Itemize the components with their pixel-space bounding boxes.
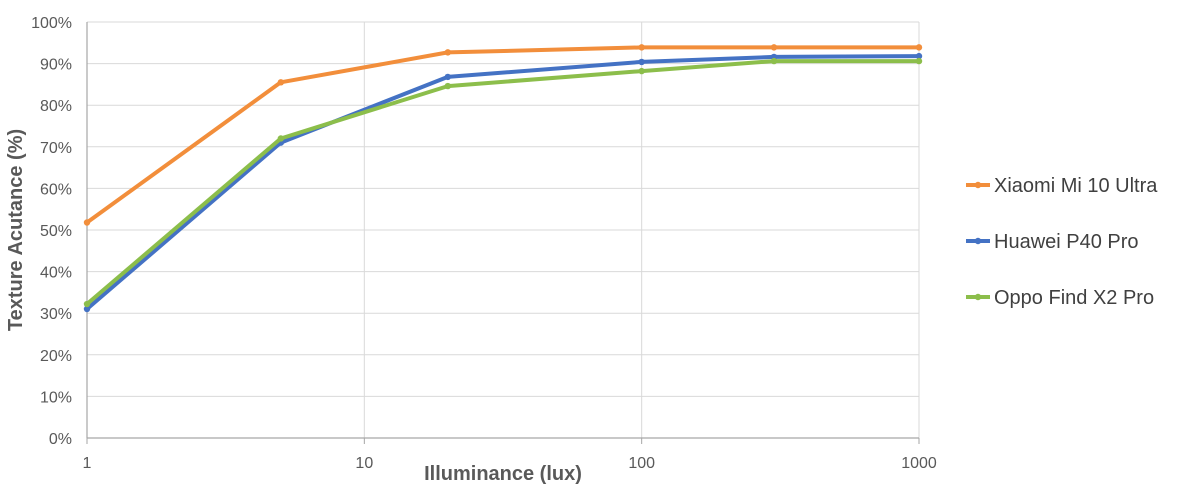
x-tick-label: 100 xyxy=(628,455,655,472)
data-point-oppo xyxy=(83,300,91,308)
data-point-huawei xyxy=(638,58,645,66)
legend-label-xiaomi: Xiaomi Mi 10 Ultra xyxy=(994,175,1158,197)
y-tick-label: 50% xyxy=(40,223,72,240)
y-axis-title: Texture Acutance (%) xyxy=(5,129,27,331)
data-point-oppo xyxy=(770,57,778,65)
legend-marker-huawei xyxy=(974,237,982,245)
legend-item-oppo: Oppo Find X2 Pro xyxy=(966,287,1154,309)
data-point-huawei xyxy=(915,52,923,60)
legend-marker-oppo xyxy=(974,293,982,301)
data-point-xiaomi xyxy=(444,49,452,56)
data-point-oppo xyxy=(638,67,645,75)
data-point-xiaomi xyxy=(638,44,645,51)
data-point-xiaomi xyxy=(770,44,778,51)
y-tick-label: 80% xyxy=(40,98,72,115)
legend-label-huawei: Huawei P40 Pro xyxy=(994,231,1139,253)
x-tick-label: 1 xyxy=(83,455,92,472)
y-tick-label: 30% xyxy=(40,306,72,323)
series-line-xiaomi xyxy=(85,45,921,225)
y-tick-label: 90% xyxy=(40,57,72,74)
series-line-oppo xyxy=(85,59,921,306)
legend: Xiaomi Mi 10 Ultra Huawei P40 Pro Oppo F… xyxy=(966,175,1158,309)
y-tick-label: 0% xyxy=(49,431,72,448)
data-point-oppo xyxy=(444,82,452,90)
legend-label-oppo: Oppo Find X2 Pro xyxy=(994,287,1154,309)
x-axis-title: Illuminance (lux) xyxy=(424,463,582,485)
y-tick-label: 70% xyxy=(40,140,72,157)
data-point-oppo xyxy=(277,135,285,142)
y-tick-label: 60% xyxy=(40,181,72,198)
data-point-xiaomi xyxy=(277,79,285,86)
y-tick-label: 20% xyxy=(40,348,72,365)
x-tick-label: 1000 xyxy=(901,455,937,472)
y-tick-label: 40% xyxy=(40,265,72,282)
data-point-xiaomi xyxy=(915,44,923,51)
grid-lines xyxy=(87,21,920,438)
legend-item-huawei: Huawei P40 Pro xyxy=(966,231,1139,253)
data-point-oppo xyxy=(915,57,923,65)
legend-marker-xiaomi xyxy=(974,181,982,189)
data-point-huawei xyxy=(444,73,452,81)
series-lines xyxy=(83,44,923,313)
data-point-huawei xyxy=(83,305,91,313)
y-tick-label: 100% xyxy=(31,15,72,32)
y-tick-label: 10% xyxy=(40,389,72,406)
data-point-xiaomi xyxy=(83,219,91,226)
tick-labels: 0% 10% 20% 30% 40% 50% 60% 70% 80% 90% 100% 1 10 100 1… xyxy=(31,15,937,472)
series-line-huawei xyxy=(85,54,921,311)
x-tick-label: 10 xyxy=(355,455,373,472)
legend-item-xiaomi: Xiaomi Mi 10 Ultra xyxy=(966,175,1158,197)
axes xyxy=(86,22,920,444)
